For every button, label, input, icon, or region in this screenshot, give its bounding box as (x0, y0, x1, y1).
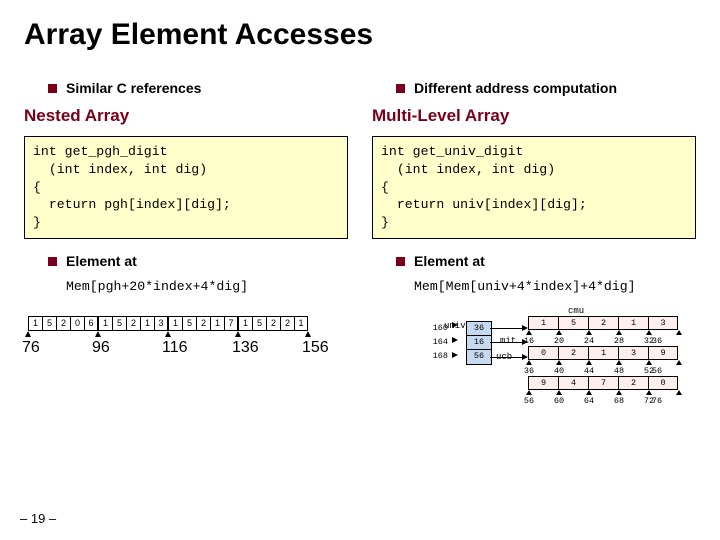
address-label: 168 (426, 349, 448, 363)
address-label: 164 (426, 335, 448, 349)
address-label: 76 (22, 339, 40, 357)
array-cell: 3 (154, 316, 168, 331)
left-diagram: 152061521315217152217696116136156 (28, 316, 348, 351)
right-subhead: Multi-Level Array (372, 106, 696, 126)
array-cell: 9 (648, 346, 678, 360)
address-label: 116 (162, 339, 188, 357)
array-cell: 1 (210, 316, 224, 331)
array-cell: 0 (648, 376, 678, 390)
univ-cell: 36 (467, 322, 491, 336)
array-cell: 2 (558, 346, 588, 360)
left-bullet-1: Similar C references (48, 80, 348, 96)
address-label: 40 (544, 366, 574, 376)
address-label: 156 (302, 339, 329, 357)
pointer-arrow-icon (452, 337, 458, 343)
cmu-label: cmu (568, 306, 584, 316)
square-bullet-icon (396, 257, 405, 266)
address-label: 36 (650, 336, 664, 346)
array-cell: 2 (266, 316, 280, 331)
array-cell: 1 (28, 316, 42, 331)
address-label: 44 (574, 366, 604, 376)
array-cell: 5 (558, 316, 588, 330)
address-label: 160 (426, 321, 448, 335)
array-cell: 1 (294, 316, 308, 331)
address-label: 56 (514, 396, 544, 406)
address-label: 64 (574, 396, 604, 406)
array-cell: 6 (84, 316, 98, 331)
two-column-layout: Similar C references Nested Array int ge… (24, 74, 696, 398)
address-label: 16 (514, 336, 544, 346)
left-bullet-2-text: Element at (66, 253, 137, 269)
array-cell: 1 (98, 316, 112, 331)
left-code-box: int get_pgh_digit (int index, int dig) {… (24, 136, 348, 239)
right-bullet-1-text: Different address computation (414, 80, 617, 96)
right-bullet-1: Different address computation (396, 80, 696, 96)
array-cell: 1 (618, 316, 648, 330)
array-cell: 2 (196, 316, 210, 331)
address-label: 76 (650, 396, 664, 406)
left-mem-expr: Mem[pgh+20*index+4*dig] (66, 279, 348, 294)
right-code-box: int get_univ_digit (int index, int dig) … (372, 136, 696, 239)
pointer-line (490, 357, 526, 358)
right-diagram: cmuunivmitucb160164168361656152131620242… (372, 308, 696, 398)
address-label: 36 (514, 366, 544, 376)
array-cell: 1 (588, 346, 618, 360)
array-cell: 5 (112, 316, 126, 331)
univ-cell: 56 (467, 350, 491, 364)
square-bullet-icon (48, 257, 57, 266)
array-cell: 3 (618, 346, 648, 360)
right-mem-expr: Mem[Mem[univ+4*index]+4*dig] (414, 279, 696, 294)
right-bullet-2-text: Element at (414, 253, 485, 269)
address-label: 60 (544, 396, 574, 406)
array-cell: 2 (588, 316, 618, 330)
array-cell: 2 (618, 376, 648, 390)
right-column: Different address computation Multi-Leve… (372, 74, 696, 398)
square-bullet-icon (48, 84, 57, 93)
address-label: 68 (604, 396, 634, 406)
array-cell: 3 (648, 316, 678, 330)
pointer-line (490, 328, 526, 329)
address-label: 48 (604, 366, 634, 376)
slide-title: Array Element Accesses (24, 18, 696, 52)
left-bullet-1-text: Similar C references (66, 80, 201, 96)
left-bullet-2: Element at (48, 253, 348, 269)
array-cell: 1 (168, 316, 182, 331)
square-bullet-icon (396, 84, 405, 93)
array-cell: 4 (558, 376, 588, 390)
array-cell: 7 (224, 316, 238, 331)
univ-cell: 16 (467, 336, 491, 350)
pointer-arrow-icon (452, 322, 458, 328)
array-cell: 1 (238, 316, 252, 331)
array-cell: 0 (70, 316, 84, 331)
array-cell: 9 (528, 376, 558, 390)
address-label: 20 (544, 336, 574, 346)
array-cell: 7 (588, 376, 618, 390)
address-label: 28 (604, 336, 634, 346)
left-column: Similar C references Nested Array int ge… (24, 74, 348, 398)
left-subhead: Nested Array (24, 106, 348, 126)
array-cell: 1 (140, 316, 154, 331)
array-cell: 5 (182, 316, 196, 331)
slide-number: – 19 – (20, 511, 56, 526)
array-cell: 2 (56, 316, 70, 331)
array-cell: 2 (280, 316, 294, 331)
array-cell: 2 (126, 316, 140, 331)
address-label: 56 (650, 366, 664, 376)
address-label: 136 (232, 339, 259, 357)
pointer-arrow-icon (452, 352, 458, 358)
array-cell: 0 (528, 346, 558, 360)
address-label: 24 (574, 336, 604, 346)
right-bullet-2: Element at (396, 253, 696, 269)
array-cell: 1 (528, 316, 558, 330)
address-label: 96 (92, 339, 110, 357)
array-cell: 5 (252, 316, 266, 331)
array-cell: 5 (42, 316, 56, 331)
